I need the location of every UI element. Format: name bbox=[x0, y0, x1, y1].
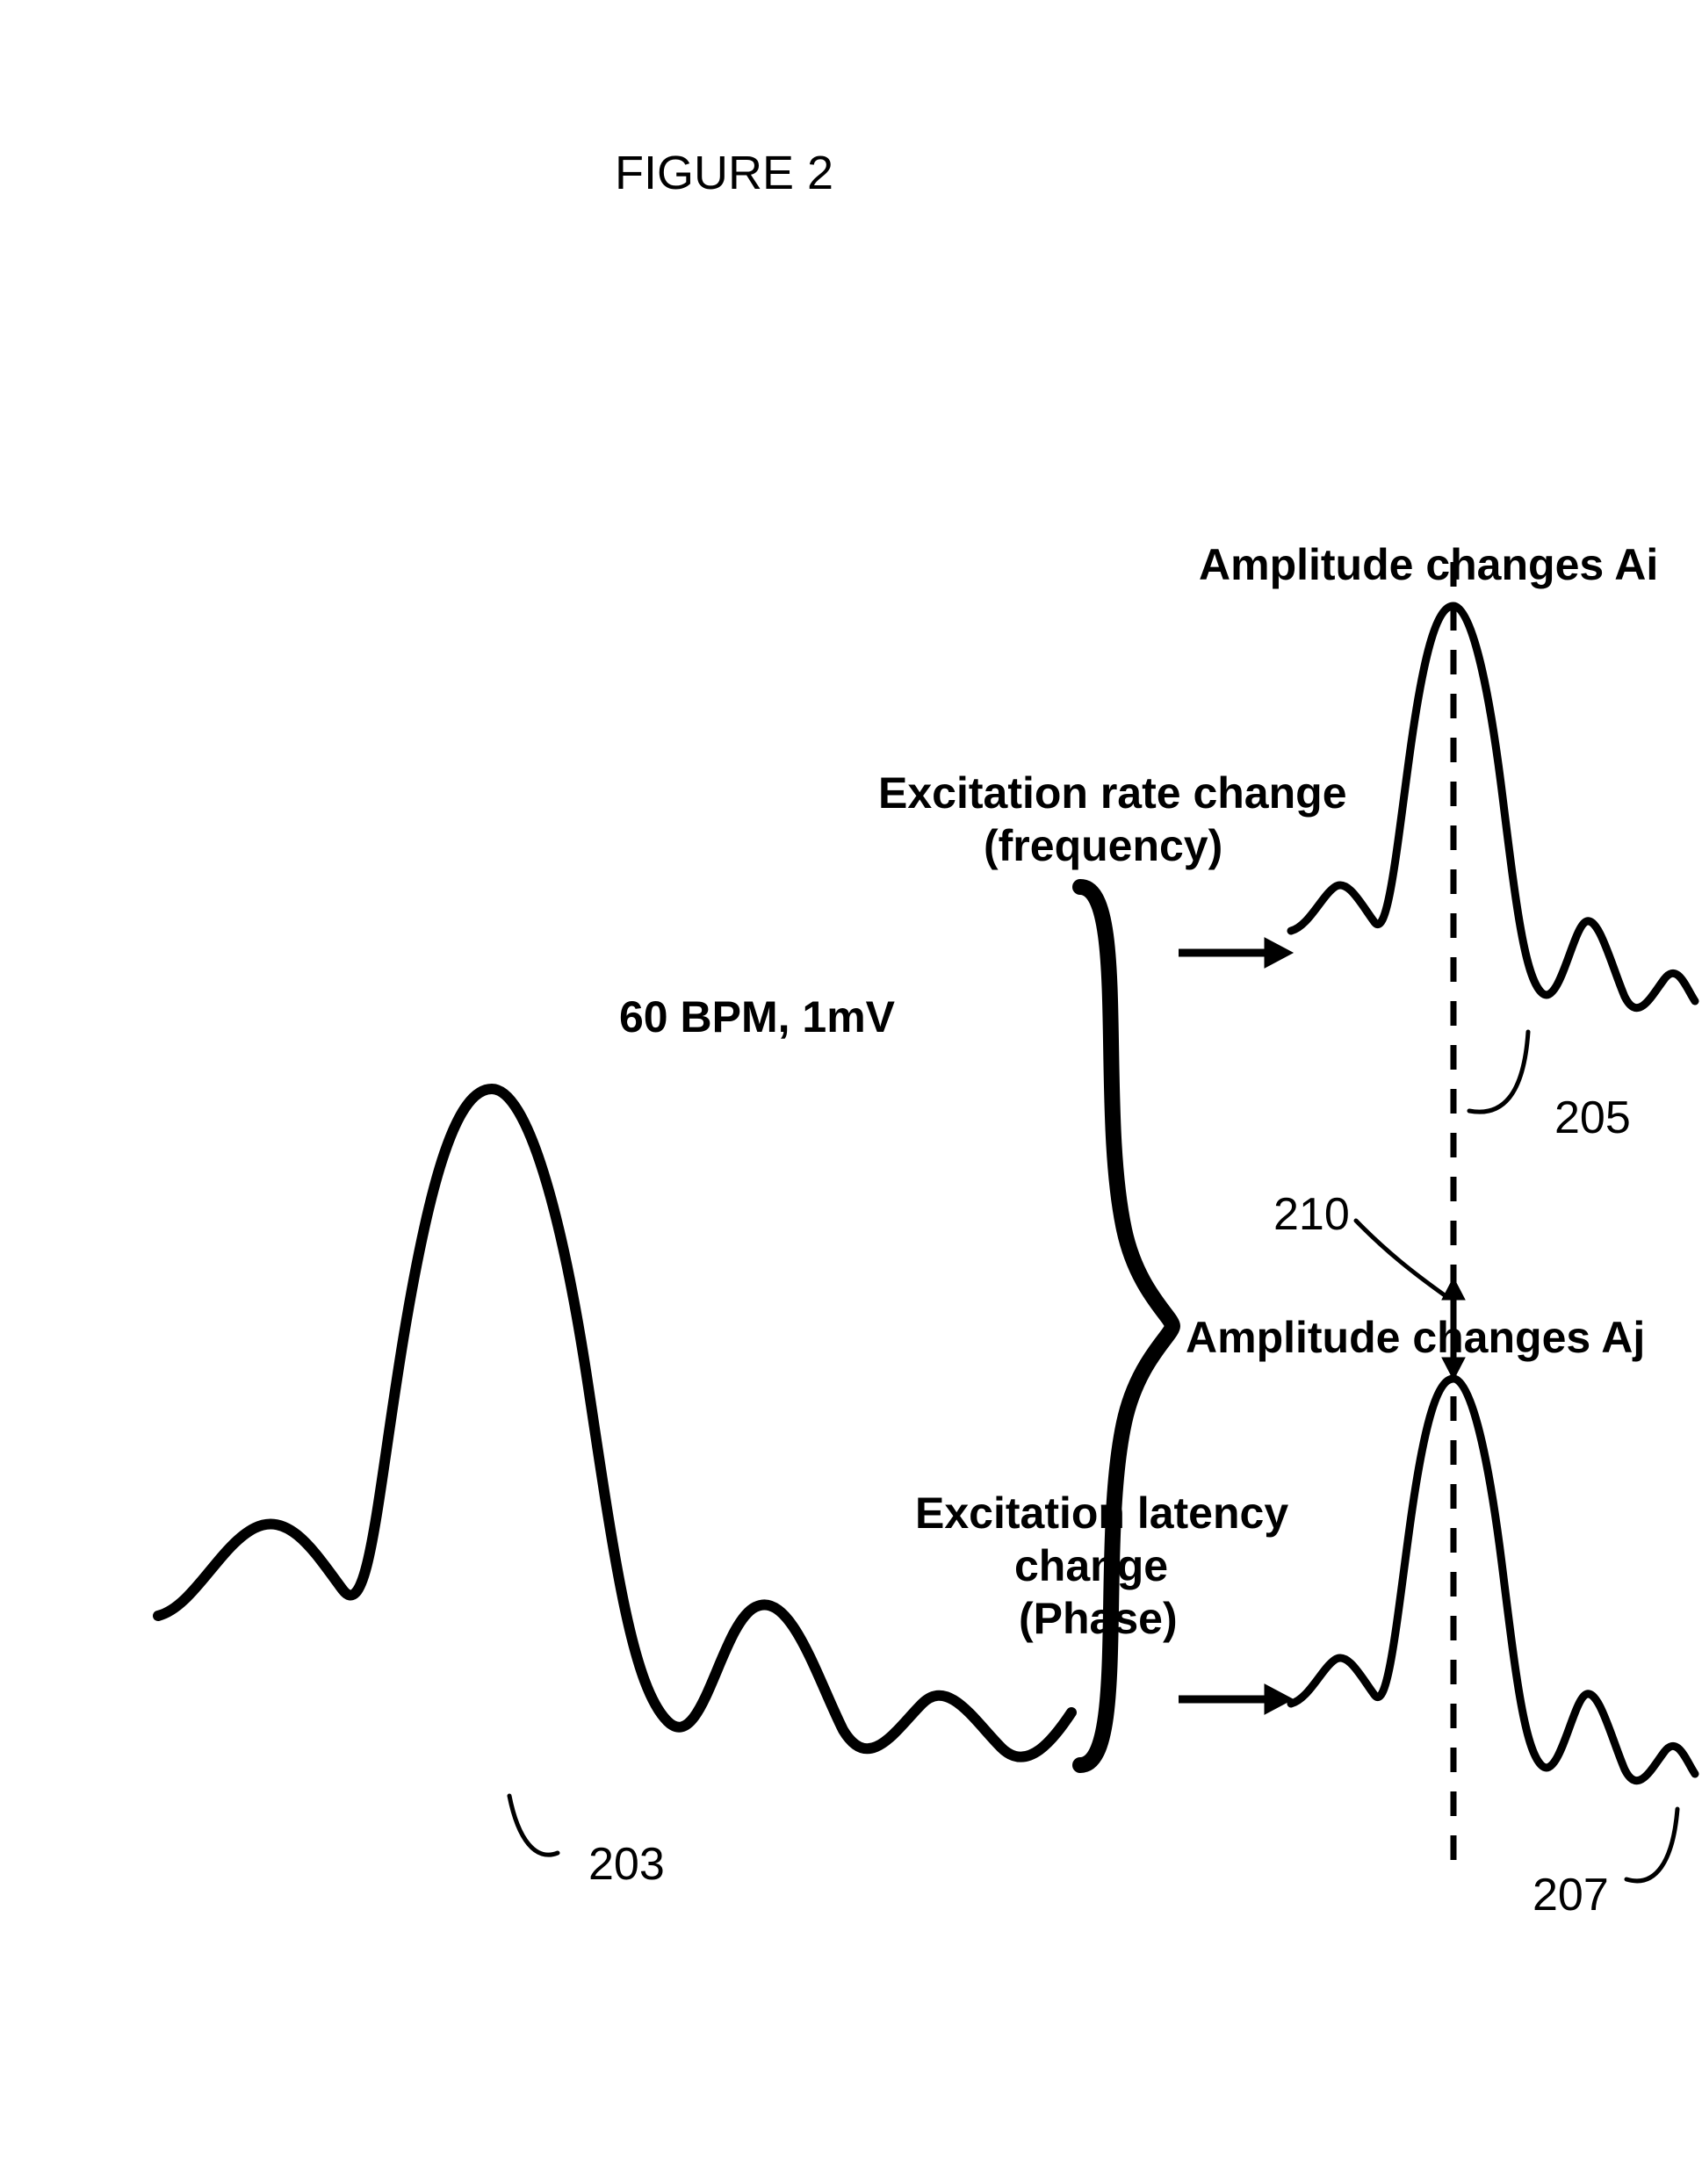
figure-svg: FIGURE 2 60 BPM, 1mV Excitation rate cha… bbox=[0, 0, 1702, 2184]
label-rate-line1: Excitation rate change bbox=[878, 768, 1347, 818]
leader-207 bbox=[1626, 1809, 1677, 1881]
label-latency-line3: (Phase) bbox=[1019, 1594, 1178, 1643]
ref-205: 205 bbox=[1554, 1092, 1631, 1143]
arrow-bottom-icon bbox=[1179, 1684, 1293, 1714]
leader-210 bbox=[1356, 1221, 1445, 1295]
waveform-203 bbox=[158, 1089, 1071, 1757]
waveform-207 bbox=[1291, 1379, 1695, 1781]
leader-203 bbox=[509, 1796, 558, 1855]
figure-title: FIGURE 2 bbox=[615, 147, 833, 199]
label-amplitude-i: Amplitude changes Ai bbox=[1199, 540, 1658, 589]
label-latency-line1: Excitation latency bbox=[915, 1488, 1288, 1538]
ref-203: 203 bbox=[588, 1839, 665, 1890]
label-rate-line2: (frequency) bbox=[984, 821, 1222, 870]
figure-page: FIGURE 2 60 BPM, 1mV Excitation rate cha… bbox=[0, 0, 1702, 2184]
leader-205 bbox=[1469, 1032, 1528, 1112]
waveform-205 bbox=[1291, 606, 1695, 1008]
label-amplitude-j: Amplitude changes Aj bbox=[1186, 1313, 1645, 1362]
ref-210: 210 bbox=[1273, 1189, 1350, 1240]
arrow-top-icon bbox=[1179, 938, 1293, 968]
label-latency-line2: change bbox=[1014, 1541, 1168, 1590]
ref-207: 207 bbox=[1533, 1870, 1609, 1921]
label-bpm: 60 BPM, 1mV bbox=[619, 992, 896, 1042]
